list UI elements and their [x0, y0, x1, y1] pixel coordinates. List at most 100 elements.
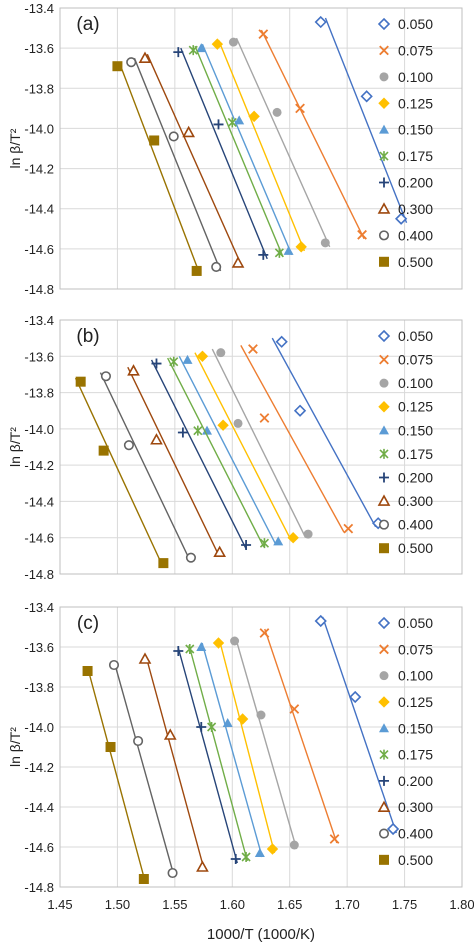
y-tick-label: -14.6: [24, 531, 54, 546]
data-point: [163, 728, 177, 740]
fit-line: [99, 372, 191, 562]
data-point: [133, 735, 144, 747]
data-point: [258, 249, 269, 260]
data-point: [259, 628, 270, 638]
legend-item: 0.125: [378, 694, 433, 710]
series-0.300: [138, 652, 209, 872]
data-point: [231, 256, 245, 268]
series-0.075: [259, 628, 340, 844]
data-point: [228, 37, 238, 47]
data-point: [314, 614, 327, 628]
x-tick-label: 1.55: [162, 897, 187, 912]
legend-label: 0.300: [398, 201, 433, 217]
series-0.150: [196, 642, 265, 858]
y-axis-label: ln β/T²: [7, 427, 23, 467]
data-point: [98, 445, 109, 456]
series-0.400: [108, 659, 178, 879]
y-axis-label: ln β/T²: [7, 128, 23, 168]
data-point: [138, 652, 152, 664]
fit-line: [194, 45, 284, 258]
fit-line: [127, 366, 220, 557]
fit-line: [177, 646, 238, 864]
legend-label: 0.200: [398, 469, 433, 485]
legend-item: 0.100: [379, 668, 433, 684]
data-point: [138, 51, 152, 63]
data-point: [212, 637, 225, 649]
fit-line: [240, 345, 345, 533]
data-point: [248, 110, 260, 123]
y-tick-label: -14.2: [24, 760, 54, 775]
data-point: [256, 710, 266, 720]
legend-item: 0.075: [379, 42, 433, 58]
series-0.400: [126, 57, 222, 272]
data-point: [254, 848, 265, 857]
legend-item: 0.050: [377, 328, 433, 344]
data-point: [259, 413, 270, 423]
legend-label: 0.500: [398, 254, 433, 270]
y-tick-label: -13.6: [24, 349, 54, 364]
legend-label: 0.400: [398, 826, 433, 842]
panel-a: -13.4 -13.6 -13.8 -14.0 -14.2 -14.4 -14.6 -14.8…: [7, 1, 463, 297]
legend-item: 0.050: [377, 615, 433, 631]
fit-line: [324, 17, 408, 224]
legend-item: 0.175: [379, 148, 433, 164]
data-point: [287, 532, 299, 544]
y-tick-label: -13.6: [24, 41, 54, 56]
data-point: [216, 348, 226, 358]
data-point: [211, 38, 224, 50]
data-point: [123, 440, 134, 451]
data-point: [138, 874, 149, 884]
data-point: [222, 718, 233, 727]
legend-label: 0.300: [398, 493, 433, 509]
legend-item: 0.050: [377, 16, 433, 32]
data-point: [126, 57, 137, 68]
fit-line: [133, 57, 222, 272]
legend-item: 0.075: [379, 352, 433, 368]
legend-label: 0.125: [398, 399, 433, 415]
data-point: [349, 690, 362, 704]
legend-label: 0.300: [398, 799, 433, 815]
y-tick-label: -14.4: [24, 800, 54, 815]
legend-item: 0.175: [379, 747, 433, 763]
legend-item: 0.500: [379, 540, 433, 556]
y-tick-label: -13.4: [24, 1, 54, 16]
series-0.175: [167, 356, 270, 549]
series-0.400: [99, 371, 196, 563]
x-tick-label: 1.65: [277, 897, 302, 912]
legend-item: 0.200: [379, 469, 433, 485]
legend-item: 0.150: [379, 422, 433, 438]
x-tick-label: 1.60: [220, 897, 245, 912]
data-point: [82, 666, 93, 676]
legend-label: 0.150: [398, 122, 433, 138]
series-0.050: [314, 15, 408, 225]
fit-line: [146, 53, 243, 268]
fit-line: [74, 377, 164, 568]
data-point: [227, 117, 237, 128]
x-tick-label: 1.75: [392, 897, 417, 912]
data-point: [289, 704, 300, 714]
fit-line: [118, 61, 201, 276]
legend-label: 0.400: [398, 227, 433, 243]
data-point: [188, 45, 198, 56]
data-point: [112, 61, 123, 72]
data-point: [258, 29, 269, 39]
plot-area: [59, 7, 463, 290]
legend-label: 0.200: [398, 773, 433, 789]
data-point: [173, 646, 184, 656]
data-point: [320, 238, 330, 248]
data-point: [360, 90, 373, 103]
series-0.175: [185, 644, 251, 862]
series-0.175: [188, 45, 284, 258]
series-0.150: [178, 354, 284, 546]
data-point: [149, 135, 160, 146]
legend-item: 0.200: [379, 175, 433, 191]
y-tick-label: -14.0: [24, 121, 54, 136]
data-point: [275, 335, 288, 348]
fit-line: [201, 642, 263, 858]
data-point: [272, 107, 282, 117]
legend-label: 0.175: [398, 148, 433, 164]
data-point: [191, 265, 202, 276]
series-0.100: [211, 348, 313, 539]
fit-line: [271, 337, 377, 528]
